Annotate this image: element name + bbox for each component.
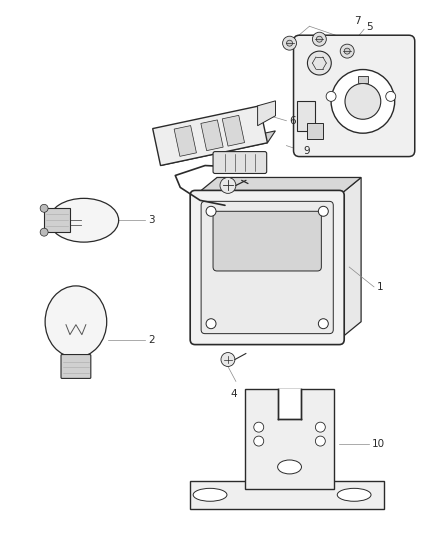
Polygon shape [339, 177, 361, 340]
Bar [44, 208, 70, 232]
Circle shape [220, 177, 236, 193]
Circle shape [307, 51, 331, 75]
Circle shape [340, 44, 354, 58]
Bar [278, 389, 301, 419]
Circle shape [40, 228, 48, 236]
Polygon shape [245, 389, 334, 489]
Circle shape [386, 92, 396, 101]
Circle shape [206, 319, 216, 329]
Circle shape [315, 422, 325, 432]
Text: 9: 9 [303, 146, 310, 156]
Text: 2: 2 [148, 335, 155, 345]
Polygon shape [358, 76, 368, 84]
FancyBboxPatch shape [213, 211, 321, 271]
Circle shape [326, 92, 336, 101]
Circle shape [283, 36, 297, 50]
Circle shape [344, 48, 350, 54]
Polygon shape [201, 120, 223, 151]
Text: 3: 3 [148, 215, 155, 225]
Text: 7: 7 [354, 17, 361, 26]
Text: 8: 8 [215, 221, 221, 231]
Ellipse shape [45, 286, 107, 358]
Circle shape [286, 40, 293, 46]
Polygon shape [195, 177, 361, 196]
Text: 1: 1 [377, 282, 384, 292]
Circle shape [206, 206, 216, 216]
Ellipse shape [278, 460, 301, 474]
Circle shape [254, 422, 264, 432]
Circle shape [318, 319, 328, 329]
Circle shape [316, 36, 322, 42]
Text: 6: 6 [290, 116, 296, 126]
Polygon shape [258, 101, 276, 126]
FancyBboxPatch shape [213, 151, 267, 173]
Ellipse shape [49, 198, 119, 242]
Circle shape [221, 352, 235, 367]
Circle shape [331, 69, 395, 133]
Polygon shape [222, 115, 244, 146]
Bar [297, 101, 315, 131]
Ellipse shape [337, 488, 371, 501]
Circle shape [318, 206, 328, 216]
FancyBboxPatch shape [190, 190, 344, 345]
FancyBboxPatch shape [293, 35, 415, 157]
Circle shape [254, 436, 264, 446]
Circle shape [315, 436, 325, 446]
Text: 5: 5 [366, 22, 373, 33]
Text: 4: 4 [230, 389, 237, 399]
Polygon shape [153, 106, 268, 166]
Polygon shape [160, 131, 276, 166]
Circle shape [40, 204, 48, 212]
Bar [307, 123, 323, 139]
FancyBboxPatch shape [201, 201, 333, 334]
Circle shape [345, 84, 381, 119]
Circle shape [312, 32, 326, 46]
Polygon shape [174, 126, 196, 156]
Polygon shape [190, 481, 384, 508]
Ellipse shape [193, 488, 227, 501]
Text: 10: 10 [372, 439, 385, 449]
FancyBboxPatch shape [61, 354, 91, 378]
